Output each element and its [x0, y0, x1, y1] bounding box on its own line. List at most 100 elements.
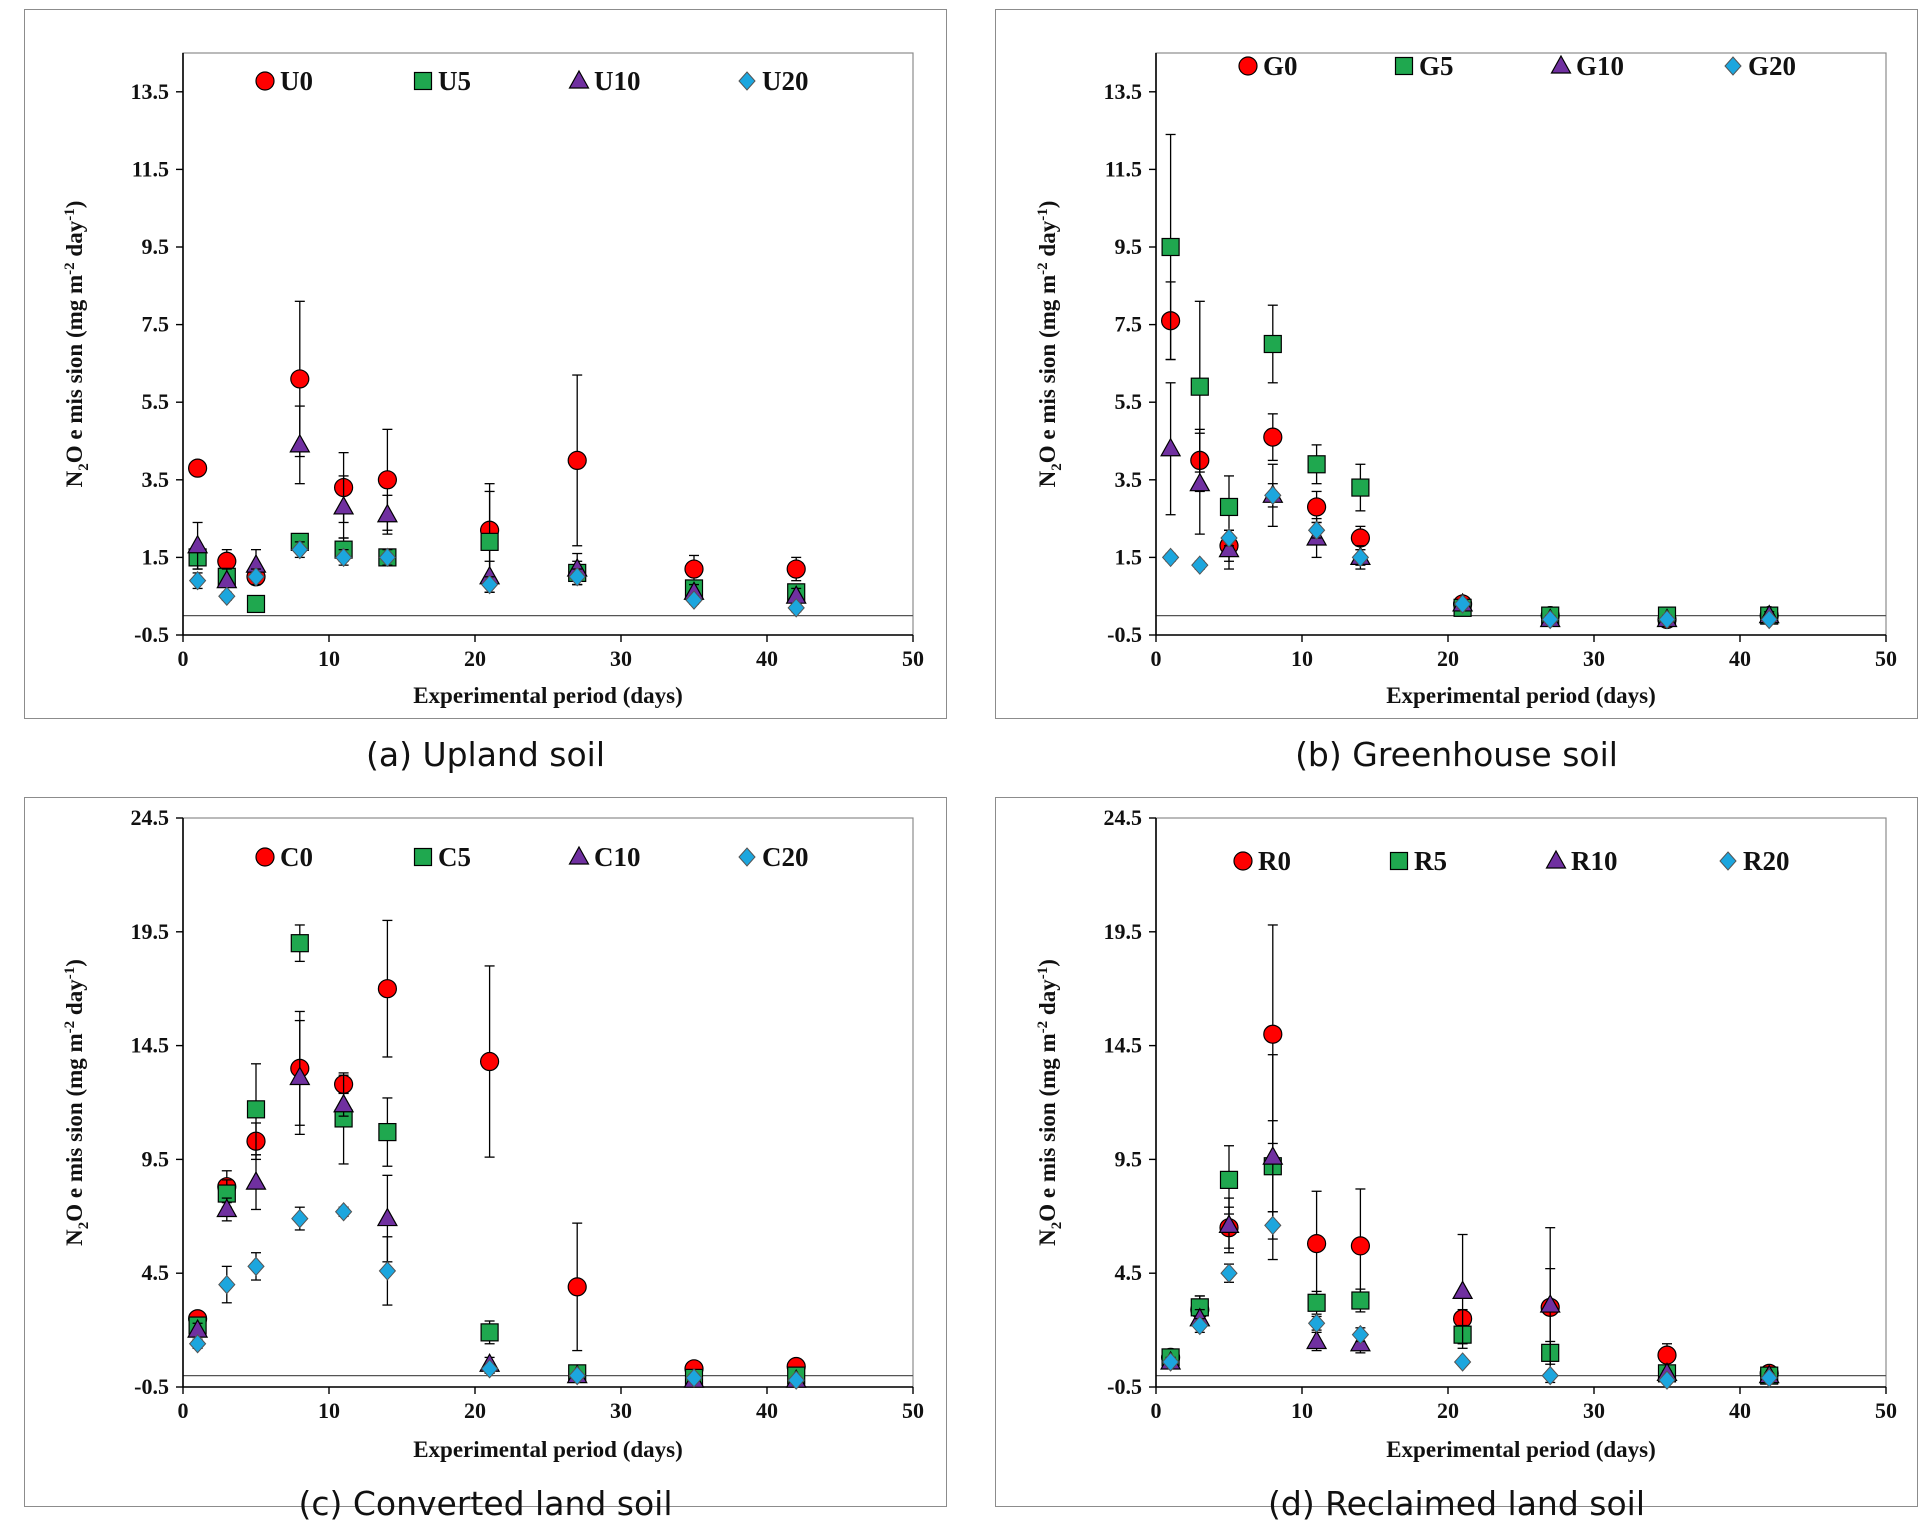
x-tick-label: 20	[464, 646, 486, 671]
legend-marker-U0	[255, 71, 275, 91]
data-point	[568, 1365, 586, 1386]
data-point	[1307, 1313, 1326, 1334]
x-axis-label: Experimental period (days)	[413, 683, 683, 708]
data-point	[1307, 1293, 1326, 1312]
x-tick-label: 30	[1583, 646, 1605, 671]
legend-label: G10	[1576, 51, 1624, 81]
y-axis-label-part: )	[1035, 201, 1060, 209]
data-point	[1452, 1280, 1474, 1300]
x-tick-label: 40	[1729, 646, 1751, 671]
legend-marker-U10	[568, 69, 590, 89]
data-point	[685, 1368, 703, 1388]
y-tick-label: -0.5	[1107, 1374, 1142, 1399]
data-point	[376, 1207, 398, 1227]
y-axis-label-part: O e mis sion (mg m	[1035, 1033, 1060, 1221]
data-point	[1219, 497, 1239, 517]
data-point	[1263, 1024, 1283, 1044]
x-tick-label: 50	[902, 646, 924, 671]
y-tick-label: -0.5	[134, 622, 169, 647]
chart-d: -0.5 4.5 9.5 14.5 19.5 24.5 0 10 20 30 40 50 Experim…	[1035, 805, 1897, 1462]
data-point	[1539, 1293, 1561, 1313]
legend-label: G0	[1263, 51, 1298, 81]
data-point	[1306, 1330, 1328, 1350]
x-axis-label: Experimental period (days)	[1386, 1437, 1656, 1462]
data-point	[246, 594, 266, 614]
data-point	[1190, 377, 1209, 396]
legend-marker-R5	[1389, 851, 1409, 871]
y-tick-label: -0.5	[1107, 622, 1142, 647]
y-tick-label: 11.5	[1105, 156, 1142, 181]
data-point	[1160, 437, 1182, 457]
data-point	[1541, 609, 1559, 630]
y-axis-label-part: 2	[76, 463, 92, 471]
y-axis-label-part: O e mis sion (mg m	[1035, 275, 1060, 463]
y-tick-label: 19.5	[131, 919, 170, 944]
y-axis-label: N2O e mis sion (mg m-2 day-1)	[62, 201, 92, 488]
y-axis-label-part: N	[62, 1229, 87, 1246]
y-tick-label: 9.5	[1115, 1146, 1143, 1171]
y-tick-label: 19.5	[1104, 919, 1143, 944]
legend-marker-C5	[413, 847, 433, 867]
y-axis-label-part: )	[1035, 959, 1060, 967]
legend-label: C0	[280, 842, 313, 872]
data-point	[1264, 1215, 1282, 1236]
data-point	[1350, 1236, 1370, 1256]
legend-marker-G10	[1550, 54, 1572, 74]
data-point	[289, 433, 311, 453]
plot-area	[182, 817, 914, 1388]
series-U20	[188, 539, 805, 618]
data-point	[1657, 1345, 1677, 1365]
y-axis-label-part: O e mis sion (mg m	[62, 1033, 87, 1221]
series-C10	[187, 1019, 807, 1388]
x-tick-label: 10	[1291, 1398, 1313, 1423]
legend-label: C10	[594, 842, 641, 872]
legend-label: R0	[1258, 846, 1291, 876]
data-point	[217, 551, 237, 571]
data-point	[218, 1274, 236, 1295]
data-point	[377, 979, 397, 999]
series-G0	[1161, 281, 1779, 630]
y-tick-label: 9.5	[142, 234, 170, 259]
data-point	[1541, 1365, 1559, 1386]
legend-label: R5	[1414, 846, 1447, 876]
series-C5	[188, 924, 806, 1387]
data-point	[480, 532, 499, 551]
data-point	[1760, 609, 1778, 630]
x-tick-label: 10	[1291, 646, 1313, 671]
y-axis-label-part: -1	[62, 967, 78, 980]
series-G10	[1160, 382, 1780, 628]
data-point	[1220, 1263, 1238, 1283]
data-point	[1262, 1145, 1284, 1165]
data-point	[188, 1334, 207, 1354]
data-point	[480, 1359, 499, 1379]
chart-panel-converted: -0.5 4.5 9.5 14.5 19.5 24.5 0 10 20 30 40 50 Experim…	[24, 797, 947, 1507]
data-point	[188, 570, 207, 591]
y-tick-label: 5.5	[1115, 389, 1143, 414]
data-point	[1658, 1370, 1676, 1390]
legend-marker-G0	[1238, 56, 1258, 76]
data-point	[1307, 1234, 1327, 1254]
data-point	[247, 1256, 265, 1277]
data-point	[480, 574, 499, 595]
data-point	[1189, 472, 1211, 492]
series-R5	[1161, 1120, 1779, 1385]
data-point	[290, 934, 309, 953]
y-axis-label: N2O e mis sion (mg m-2 day-1)	[1035, 201, 1065, 488]
data-point	[1307, 520, 1326, 540]
chart-panel-greenhouse: -0.5 1.5 3.5 5.5 7.5 9.5 11.5 13.5 0 10 20 30 40 50 Ex…	[995, 9, 1918, 719]
data-point	[378, 547, 397, 568]
y-axis-label-part: -2	[62, 1021, 78, 1034]
legend-label: C20	[762, 842, 809, 872]
data-point	[291, 1208, 309, 1229]
data-point	[684, 559, 704, 579]
data-point	[1191, 1315, 1209, 1336]
legend-marker-C10	[568, 845, 590, 865]
y-tick-label: 3.5	[1115, 467, 1143, 492]
y-axis-label-part: day	[62, 220, 87, 262]
caption-greenhouse: (b) Greenhouse soil	[1295, 735, 1618, 774]
y-axis-label-part: O e mis sion (mg m	[62, 275, 87, 463]
x-tick-label: 0	[1151, 646, 1162, 671]
legend-marker-G5	[1394, 56, 1414, 76]
caption-reclaimed: (d) Reclaimed land soil	[1268, 1484, 1645, 1523]
series-G20	[1161, 483, 1778, 630]
